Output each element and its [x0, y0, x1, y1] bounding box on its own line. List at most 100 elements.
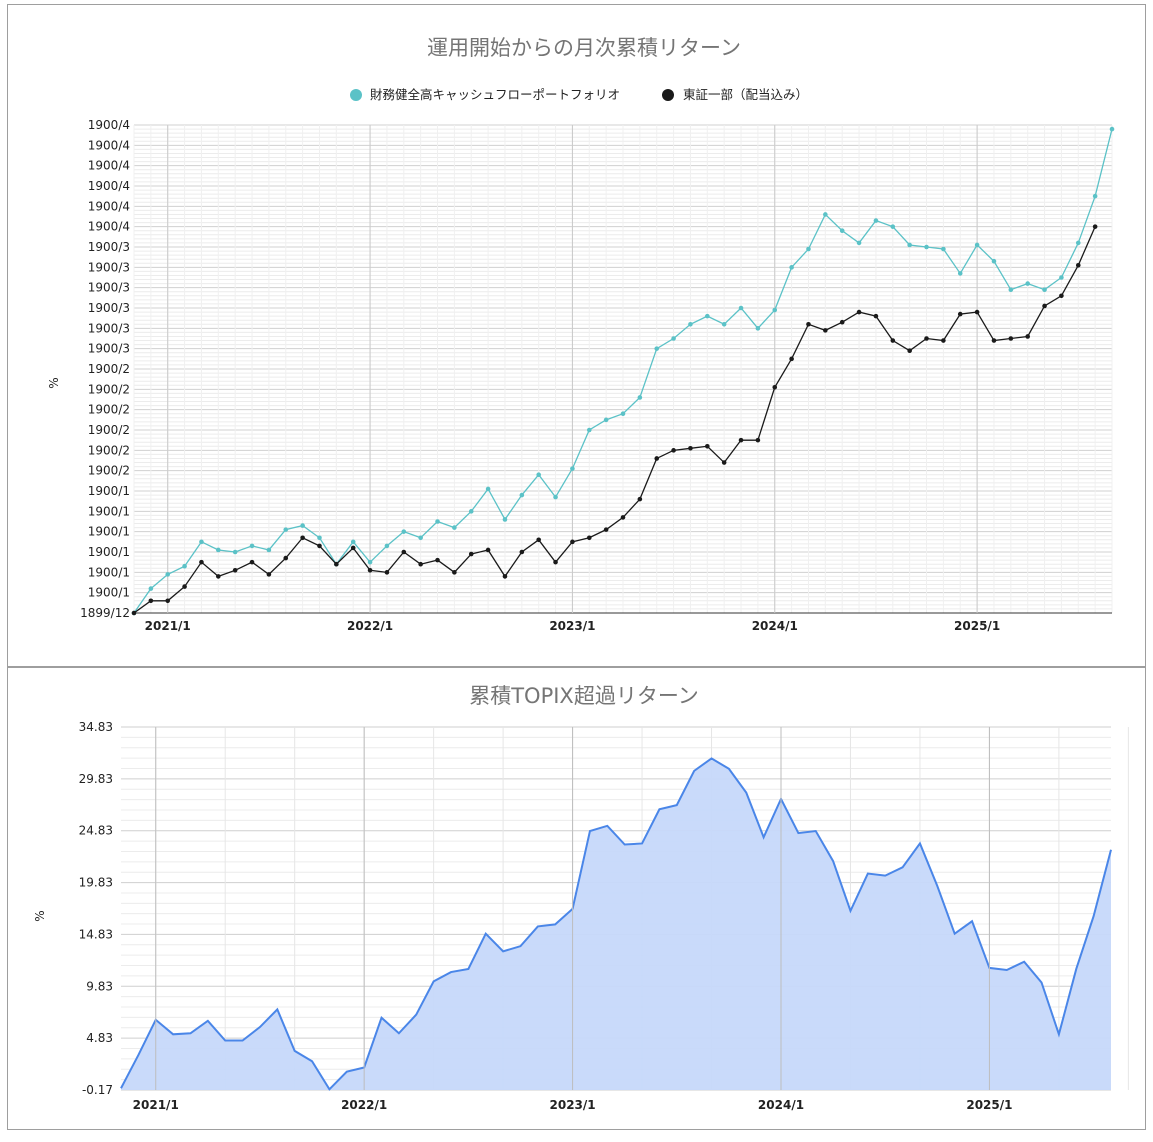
data-point — [485, 486, 491, 492]
x-tick-label: 2022/1 — [341, 1098, 387, 1112]
data-point — [586, 427, 592, 433]
x-tick-label: 2022/1 — [347, 619, 393, 633]
data-point — [654, 456, 660, 461]
y-tick-label: 1900/2 — [88, 362, 130, 376]
data-point — [806, 246, 811, 252]
data-point — [789, 265, 794, 270]
chart-title: 運用開始からの月次累積リターン — [427, 36, 741, 60]
data-point — [823, 328, 828, 333]
y-tick-label: 1900/4 — [88, 159, 130, 173]
data-point — [907, 348, 912, 354]
data-point — [856, 240, 862, 246]
excess-return-panel: 累積TOPIX超過リターン % -0.17 4.83 9.83 14.83 19.83 2… — [7, 667, 1146, 1130]
data-point — [300, 523, 305, 528]
data-point — [924, 336, 929, 341]
y-tick-label: 1900/1 — [88, 504, 130, 518]
data-point — [705, 313, 710, 319]
data-point — [991, 258, 997, 264]
data-point — [570, 466, 575, 471]
y-axis-ticks: -0.17 4.83 9.83 14.83 19.83 24.83 29.83 34.83 — [79, 720, 113, 1097]
data-point — [890, 338, 896, 343]
data-point — [199, 539, 204, 545]
data-point — [637, 395, 643, 400]
y-tick-label: 1900/1 — [88, 565, 130, 579]
data-point — [772, 307, 778, 313]
data-point — [839, 319, 845, 325]
data-point — [806, 321, 811, 327]
x-tick-label: 2021/1 — [145, 619, 191, 633]
gridlines — [133, 124, 1113, 614]
y-axis-ticks: 1899/12 1900/1 1900/1 1900/1 1900/1 1900/1 190… — [80, 118, 130, 620]
y-tick-label: 24.83 — [79, 824, 113, 838]
data-point — [620, 411, 626, 417]
data-point — [182, 584, 187, 589]
y-tick-label: 1900/3 — [88, 321, 130, 335]
y-tick-label: 1900/2 — [88, 443, 130, 457]
y-tick-label: 1900/2 — [88, 403, 130, 417]
data-point — [721, 321, 727, 327]
data-point — [1025, 281, 1030, 286]
data-point — [705, 443, 710, 449]
data-point — [384, 570, 390, 575]
data-point — [1059, 293, 1064, 299]
data-point — [957, 271, 963, 276]
data-point — [367, 568, 373, 573]
data-point — [772, 385, 778, 390]
data-point — [856, 309, 862, 315]
y-tick-label: 1900/1 — [88, 525, 130, 539]
data-point — [367, 559, 373, 565]
y-tick-label: 1900/4 — [88, 179, 130, 193]
data-point — [401, 549, 407, 555]
y-tick-label: 1900/4 — [88, 220, 130, 234]
y-tick-label: 1900/1 — [88, 545, 130, 559]
chart-title: 累積TOPIX超過リターン — [469, 684, 699, 708]
data-point — [738, 437, 744, 443]
data-point — [991, 338, 997, 343]
legend: 財務健全高キャッシュフローポートフォリオ 東証一部（配当込み） — [350, 87, 808, 102]
data-point — [266, 547, 272, 553]
y-tick-label: 29.83 — [79, 772, 113, 786]
cumulative-return-chart: 運用開始からの月次累積リターン 財務健全高キャッシュフローポートフォリオ 東証一… — [47, 36, 1115, 633]
data-point — [755, 326, 761, 331]
data-point — [907, 242, 912, 248]
data-point — [232, 568, 238, 573]
y-tick-label: 34.83 — [79, 720, 113, 734]
data-point — [570, 539, 575, 545]
data-point — [165, 598, 171, 604]
data-point — [334, 561, 339, 567]
data-point — [350, 545, 356, 551]
y-tick-label: 14.83 — [79, 927, 113, 941]
x-tick-label: 2025/1 — [966, 1098, 1012, 1112]
data-point — [536, 537, 541, 543]
data-point — [890, 224, 896, 229]
data-point — [941, 338, 946, 343]
data-point — [603, 527, 609, 532]
data-point — [536, 472, 541, 478]
y-axis-label: % — [33, 910, 47, 921]
y-tick-label: 1900/3 — [88, 301, 130, 315]
data-point — [586, 535, 592, 541]
data-point — [1092, 193, 1098, 199]
data-point — [384, 543, 390, 549]
area-series — [120, 757, 1112, 1091]
x-axis-ticks: 2021/1 2022/1 2023/1 2024/1 2025/1 — [133, 727, 1012, 1112]
data-point — [148, 586, 154, 591]
data-point — [148, 598, 154, 604]
data-point — [688, 446, 693, 451]
cumulative-return-panel: 運用開始からの月次累積リターン 財務健全高キャッシュフローポートフォリオ 東証一… — [7, 4, 1146, 667]
area-line — [120, 757, 1112, 1091]
legend-marker-topix — [662, 89, 674, 101]
data-point — [974, 309, 980, 315]
data-point — [485, 547, 491, 553]
data-point — [452, 525, 457, 530]
data-point — [350, 539, 356, 545]
y-tick-label: 9.83 — [86, 979, 113, 993]
data-point — [232, 549, 238, 555]
data-point — [131, 610, 137, 616]
data-point — [974, 242, 980, 248]
y-tick-label: 1900/3 — [88, 342, 130, 356]
data-point — [688, 321, 693, 327]
y-tick-label: 1900/4 — [88, 138, 130, 152]
y-tick-label: 1900/2 — [88, 423, 130, 437]
y-tick-label: 1900/1 — [88, 484, 130, 498]
